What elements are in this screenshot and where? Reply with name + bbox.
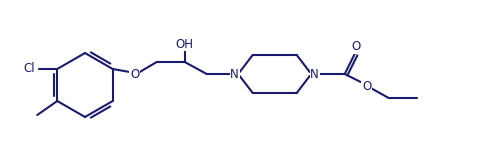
Text: N: N xyxy=(310,67,319,80)
Text: Cl: Cl xyxy=(24,63,35,76)
Text: O: O xyxy=(130,67,139,80)
Text: O: O xyxy=(362,79,371,93)
Text: O: O xyxy=(351,40,360,53)
Text: N: N xyxy=(230,67,239,80)
Text: OH: OH xyxy=(176,37,194,50)
